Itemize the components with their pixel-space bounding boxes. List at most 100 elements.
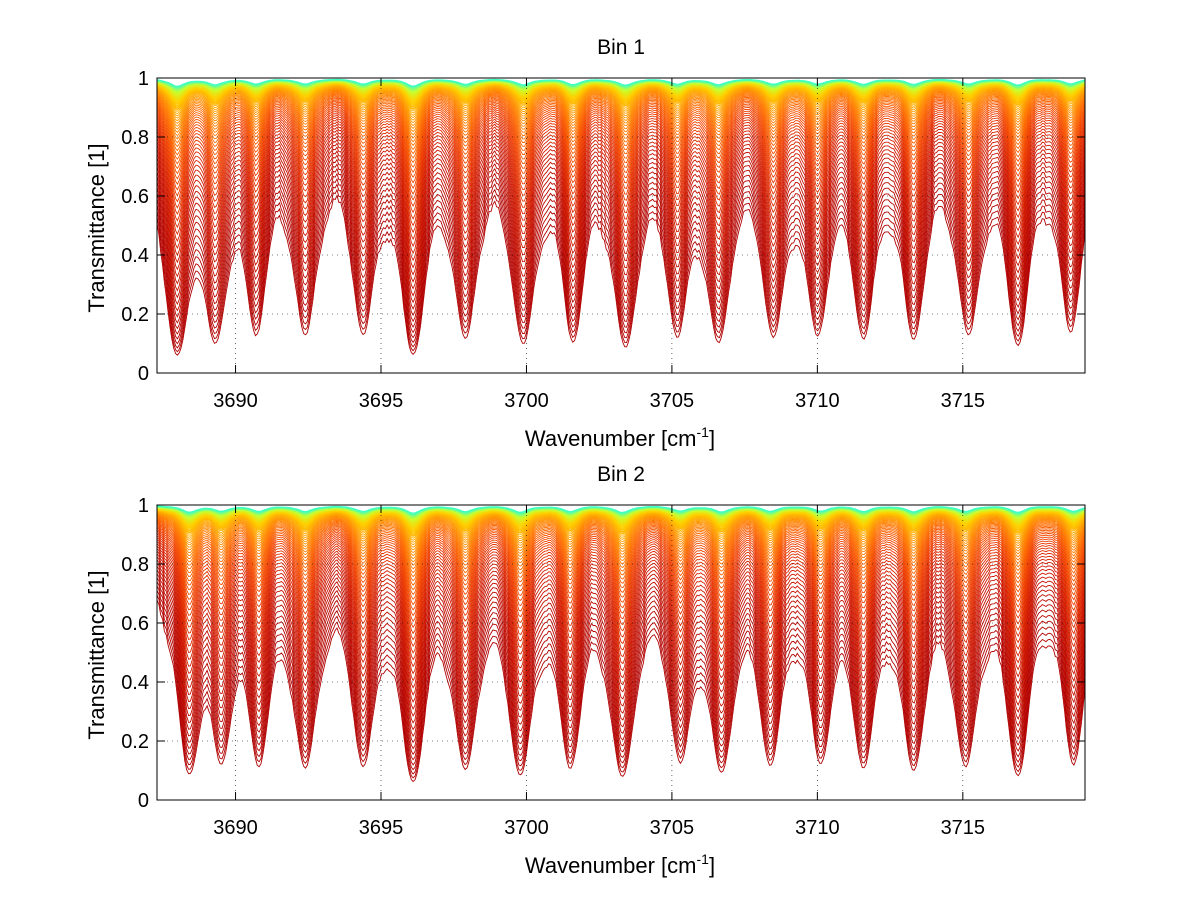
transmittance-curve	[156, 566, 1086, 744]
transmittance-curve	[156, 581, 1086, 766]
transmittance-curve	[156, 553, 1086, 717]
transmittance-curve	[156, 78, 1086, 88]
transmittance-curve	[156, 585, 1086, 771]
panel-bin-1: 3690 3695 3700 3705 3710 3715 0 0.2 0.4 0.6 0.8 1 B…	[84, 36, 1086, 451]
transmittance-curve	[156, 519, 1086, 591]
x-tick-label: 3705	[650, 817, 695, 839]
chart-title-bin-1: Bin 1	[597, 36, 645, 59]
y-tick-label: 0	[138, 363, 149, 385]
transmittance-curve	[156, 539, 1086, 675]
curve-group-bin-1	[156, 78, 1086, 356]
transmittance-curve	[156, 514, 1086, 563]
transmittance-curve	[156, 599, 1086, 783]
transmittance-curve	[156, 93, 1086, 152]
transmittance-curve	[156, 90, 1086, 140]
transmittance-curve	[156, 104, 1086, 197]
transmittance-curve	[156, 528, 1086, 635]
transmittance-curve	[156, 85, 1086, 117]
transmittance-curve	[156, 99, 1086, 175]
transmittance-curve	[156, 573, 1086, 756]
transmittance-curve	[156, 177, 1086, 345]
ticks-bin-2: 3690 3695 3700 3705 3710 3715 0 0.2 0.4 0.6 0.8 1	[121, 495, 1085, 839]
transmittance-curve	[156, 106, 1086, 203]
transmittance-curve	[156, 511, 1086, 546]
transmittance-curve	[156, 550, 1086, 710]
transmittance-curve	[156, 97, 1086, 170]
transmittance-curve	[156, 569, 1086, 750]
transmittance-curve	[156, 94, 1086, 156]
transmittance-curve	[156, 114, 1086, 229]
x-tick-label: 3700	[504, 390, 549, 412]
transmittance-curve	[156, 512, 1086, 548]
transmittance-curve	[156, 118, 1086, 243]
transmittance-curve	[156, 123, 1086, 257]
transmittance-curve	[156, 112, 1086, 222]
transmittance-curve	[156, 154, 1086, 318]
transmittance-curve	[156, 562, 1086, 738]
transmittance-curve	[156, 89, 1086, 133]
chart-title-bin-2: Bin 2	[597, 463, 645, 486]
y-tick-label: 1	[138, 495, 149, 517]
y-tick-label: 0.2	[121, 304, 149, 326]
curve-group-bin-2	[156, 505, 1086, 783]
ticks-bin-1: 3690 3695 3700 3705 3710 3715 0 0.2 0.4 0.6 0.8 1	[121, 68, 1085, 412]
transmittance-curve	[156, 514, 1086, 560]
transmittance-curve	[156, 525, 1086, 617]
grid-bin-1	[157, 78, 1085, 373]
transmittance-curve	[156, 556, 1086, 724]
transmittance-curve	[156, 527, 1086, 629]
transmittance-curve	[156, 517, 1086, 578]
transmittance-curve	[156, 183, 1086, 349]
panel-bin-2: 3690 3695 3700 3705 3710 3715 0 0.2 0.4 0.6 0.8 1 B…	[84, 463, 1086, 878]
transmittance-curve	[156, 595, 1086, 779]
transmittance-curve	[156, 101, 1086, 186]
transmittance-curve	[156, 532, 1086, 648]
transmittance-curve	[156, 559, 1086, 731]
y-tick-label: 0.8	[121, 127, 149, 149]
transmittance-curve	[156, 537, 1086, 668]
transmittance-curve	[156, 108, 1086, 209]
transmittance-curve	[156, 87, 1086, 124]
transmittance-curve	[156, 116, 1086, 236]
y-tick-label: 0.4	[121, 672, 149, 694]
transmittance-curve	[156, 96, 1086, 165]
transmittance-curve	[156, 512, 1086, 554]
transmittance-curve	[156, 167, 1086, 335]
transmittance-curve	[156, 95, 1086, 160]
y-axis-label-bin-2: Transmittance [1]	[84, 570, 109, 739]
x-tick-label: 3710	[795, 390, 840, 412]
axes-frame-bin-2	[156, 504, 1086, 801]
transmittance-curve	[156, 172, 1086, 340]
axes-frame-bin-1	[156, 77, 1086, 374]
transmittance-curve	[156, 188, 1086, 353]
x-tick-label: 3715	[941, 817, 986, 839]
transmittance-curve	[156, 505, 1086, 515]
transmittance-curve	[156, 518, 1086, 586]
transmittance-curve	[156, 194, 1086, 356]
transmittance-curve	[156, 590, 1086, 775]
transmittance-curve	[156, 510, 1086, 541]
transmittance-curve	[156, 88, 1086, 127]
y-tick-label: 1	[138, 68, 149, 90]
y-axis-label-bin-1: Transmittance [1]	[84, 143, 109, 312]
transmittance-curve	[156, 545, 1086, 696]
x-axis-label-bin-1: Wavenumber [cm-1]	[525, 424, 715, 451]
transmittance-curve	[156, 526, 1086, 623]
transmittance-curve	[156, 548, 1086, 703]
x-tick-label: 3690	[213, 817, 258, 839]
transmittance-curve	[156, 543, 1086, 689]
transmittance-curve	[156, 135, 1086, 285]
x-axis-label-bin-2: Wavenumber [cm-1]	[525, 851, 715, 878]
transmittance-curve	[156, 150, 1086, 312]
x-tick-label: 3700	[504, 817, 549, 839]
transmittance-curve	[156, 142, 1086, 299]
transmittance-curve	[156, 129, 1086, 271]
transmittance-curve	[156, 138, 1086, 292]
transmittance-curve	[156, 521, 1086, 601]
transmittance-curve	[156, 110, 1086, 216]
transmittance-curve	[156, 126, 1086, 264]
transmittance-curve	[156, 158, 1086, 324]
y-tick-label: 0.6	[121, 613, 149, 635]
x-tick-label: 3710	[795, 817, 840, 839]
